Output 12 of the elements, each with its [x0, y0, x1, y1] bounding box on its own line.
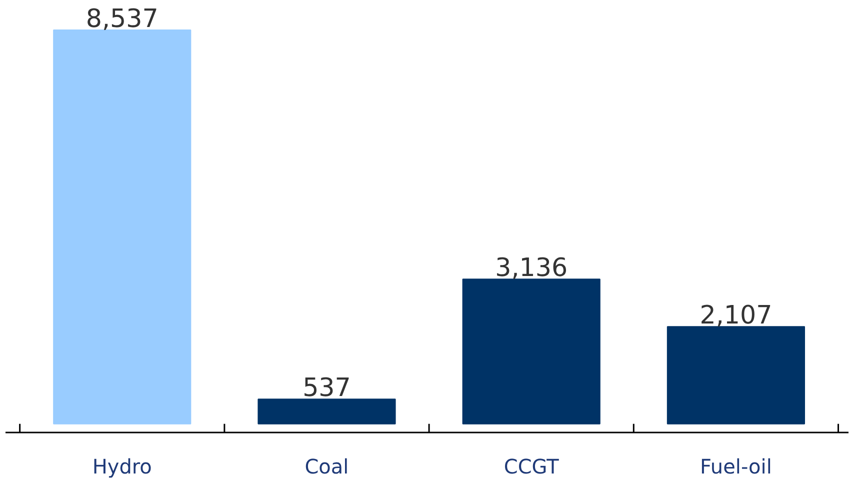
x-tick-label: Coal: [304, 454, 349, 478]
bar: [666, 326, 806, 424]
data-label: 2,107: [700, 300, 772, 330]
x-tick-label: Hydro: [92, 454, 152, 478]
x-tick-label: Fuel-oil: [700, 454, 772, 478]
bar: [462, 278, 600, 424]
bar: [53, 30, 192, 424]
data-label: 8,537: [86, 3, 158, 34]
x-tick-label: CCGT: [504, 454, 560, 478]
data-label: 537: [302, 372, 351, 402]
data-label: 3,136: [495, 252, 568, 282]
bar: [258, 398, 396, 424]
